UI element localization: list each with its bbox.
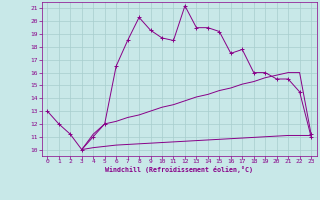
X-axis label: Windchill (Refroidissement éolien,°C): Windchill (Refroidissement éolien,°C) (105, 166, 253, 173)
